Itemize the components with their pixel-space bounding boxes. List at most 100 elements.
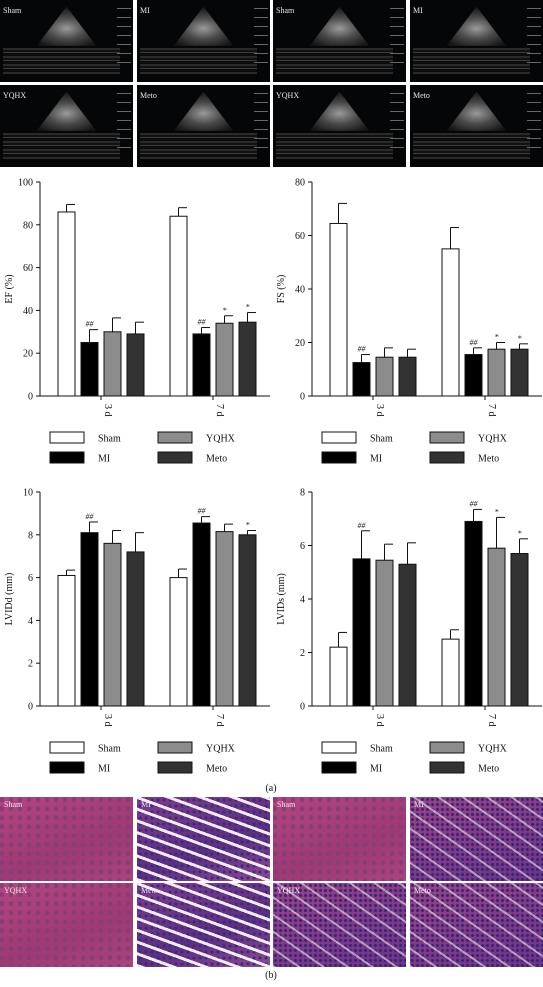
y-axis-title: FS (%): [276, 275, 287, 304]
y-tick-label: 8: [28, 530, 33, 541]
legend-swatch-mi: [321, 761, 357, 774]
histology-image: Meto: [410, 883, 543, 967]
bar-mi: [352, 558, 371, 707]
legend-label: Meto: [206, 764, 227, 775]
x-tick-label: 3 d: [374, 714, 385, 727]
x-tick-label: 7 d: [214, 404, 225, 417]
legend-swatch-yqhx: [429, 431, 465, 444]
bar-meto: [238, 321, 257, 397]
legend-label: YQHX: [478, 434, 508, 445]
histology-image: YQHX: [0, 883, 133, 967]
echo-mmode-trace: [139, 132, 257, 159]
echo-label: Sham: [276, 6, 295, 15]
y-tick-label: 8: [300, 488, 305, 499]
echo-image: Meto: [410, 85, 543, 167]
x-tick-label: 7 d: [214, 714, 225, 727]
y-tick-label: 60: [295, 231, 305, 242]
echo-label: MI: [140, 6, 150, 15]
significance-mark: ##: [470, 499, 479, 508]
bar-sham: [329, 646, 348, 707]
x-tick-label: 3 d: [102, 404, 113, 417]
significance-mark: *: [518, 334, 522, 343]
significance-mark: ##: [86, 512, 95, 521]
legend-label: Sham: [370, 744, 393, 755]
legend-label: MI: [98, 764, 110, 775]
histology-label: Sham: [4, 800, 23, 809]
bar-yqhx: [375, 559, 394, 707]
echo-sector: [446, 6, 507, 46]
histology-label: Sham: [277, 800, 296, 809]
legend-swatch-yqhx: [157, 741, 193, 754]
echo-image: Sham: [0, 0, 133, 82]
bar-sham: [441, 638, 460, 707]
histology-label: Meto: [414, 886, 431, 895]
bar-mi: [464, 354, 483, 397]
echo-sector: [36, 6, 97, 46]
y-tick-label: 40: [23, 306, 33, 317]
legend-label: Meto: [206, 454, 227, 465]
histology-image: YQHX: [273, 883, 406, 967]
echo-sector: [173, 91, 234, 131]
legend-label: Sham: [98, 744, 121, 755]
histology-label: MI: [141, 800, 151, 809]
echo-image: MI: [410, 0, 543, 82]
significance-mark: *: [518, 529, 522, 538]
significance-mark: *: [495, 333, 499, 342]
echo-image: Meto: [137, 85, 270, 167]
histology-image: MI: [410, 797, 543, 881]
echo-scale: [390, 93, 404, 151]
bar-yqhx: [375, 356, 394, 397]
histology-image: Sham: [0, 797, 133, 881]
legend-label: Meto: [478, 764, 499, 775]
echo-sector: [309, 91, 370, 131]
bar-mi: [192, 522, 211, 707]
echo-mmode-trace: [275, 132, 393, 159]
echo-label: MI: [413, 6, 423, 15]
y-tick-label: 6: [28, 573, 33, 584]
bar-yqhx: [103, 331, 122, 397]
y-tick-label: 80: [23, 220, 33, 231]
chart-lvids: 0 2 4 6 8 LVIDs (mm) ## 3 d ## * * 7 d Sham YQHX MI Met…: [276, 488, 542, 775]
echo-mmode-trace: [2, 47, 120, 74]
y-tick-label: 6: [300, 541, 305, 552]
y-tick-label: 0: [300, 392, 305, 403]
bar-yqhx: [215, 322, 234, 397]
echo-label: Meto: [140, 91, 157, 100]
histology-label: YQHX: [4, 886, 28, 895]
y-tick-label: 2: [300, 648, 305, 659]
y-axis-title: LVIDd (mm): [4, 573, 15, 626]
y-tick-label: 100: [18, 178, 33, 189]
echo-label: YQHX: [3, 91, 27, 100]
legend-label: YQHX: [478, 744, 508, 755]
legend-label: MI: [98, 454, 110, 465]
y-tick-label: 0: [28, 392, 33, 403]
histology-label: YQHX: [277, 886, 301, 895]
x-tick-label: 3 d: [102, 714, 113, 727]
bar-meto: [398, 356, 417, 397]
histology-label: Meto: [141, 886, 158, 895]
echo-scale: [117, 8, 131, 66]
chart-lvidd: 0 2 4 6 8 10 LVIDd (mm) ## 3 d ## * 7 d Sham YQHX MI Me…: [4, 488, 270, 775]
echo-sector: [173, 6, 234, 46]
y-tick-label: 80: [295, 178, 305, 189]
legend-swatch-yqhx: [157, 431, 193, 444]
y-tick-label: 4: [300, 595, 305, 606]
legend-swatch-sham: [49, 741, 85, 754]
significance-mark: *: [223, 306, 227, 315]
legend-label: Meto: [478, 454, 499, 465]
bar-meto: [126, 551, 145, 707]
echo-scale: [117, 93, 131, 151]
echo-image: MI: [137, 0, 270, 82]
legend-label: Sham: [98, 434, 121, 445]
bar-meto: [510, 553, 529, 707]
bar-sham: [57, 211, 76, 397]
echo-scale: [254, 93, 268, 151]
legend-label: MI: [370, 454, 382, 465]
x-tick-label: 7 d: [486, 714, 497, 727]
bar-meto: [126, 333, 145, 397]
legend-swatch-mi: [321, 451, 357, 464]
histology-image: MI: [137, 797, 270, 881]
bar-mi: [464, 520, 483, 707]
bar-yqhx: [487, 547, 506, 707]
histology-image: Sham: [273, 797, 406, 881]
